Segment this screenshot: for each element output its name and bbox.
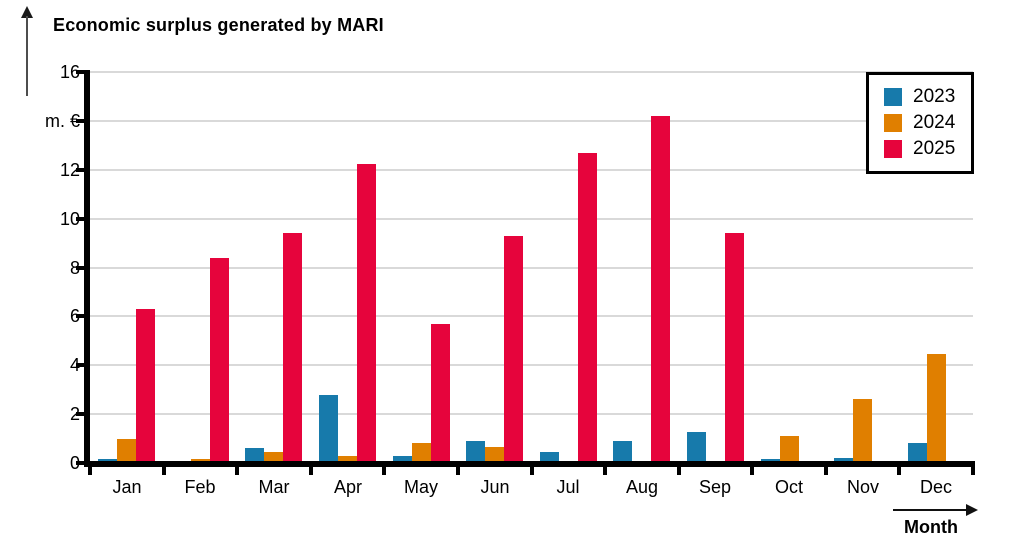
legend: 2023 2024 2025 bbox=[866, 72, 974, 174]
x-tick-label-Dec: Dec bbox=[919, 477, 952, 497]
bar-2025-Aug bbox=[651, 116, 670, 463]
bar-2025-Feb bbox=[210, 258, 229, 463]
bar-2024-May bbox=[412, 443, 431, 463]
x-tick-label-May: May bbox=[403, 477, 438, 497]
bar-2023-Aug bbox=[613, 441, 632, 463]
gridline-2 bbox=[90, 413, 973, 416]
x-tick-4 bbox=[382, 467, 386, 475]
x-axis-arrow-icon bbox=[966, 504, 978, 516]
x-tick-label-Aug: Aug bbox=[625, 477, 659, 497]
bar-2025-Jan bbox=[136, 309, 155, 463]
bar-2023-May bbox=[393, 456, 412, 463]
x-axis-line bbox=[84, 461, 975, 467]
x-axis-arrow-shaft bbox=[893, 509, 968, 511]
y-tick-4 bbox=[76, 363, 85, 368]
bar-2023-Mar bbox=[245, 448, 264, 463]
bar-2025-Mar bbox=[283, 233, 302, 463]
x-tick-label-Apr: Apr bbox=[333, 477, 362, 497]
y-tick-12 bbox=[76, 167, 85, 172]
bar-2023-Dec bbox=[908, 443, 927, 463]
y-axis-arrow-icon bbox=[21, 6, 33, 18]
bar-2024-Apr bbox=[338, 456, 357, 463]
x-tick-2 bbox=[235, 467, 239, 475]
y-tick-label-8: 8 bbox=[69, 257, 80, 278]
bar-2024-Jan bbox=[117, 439, 136, 463]
bar-2025-May bbox=[431, 324, 450, 463]
y-tick-label-10: 10 bbox=[59, 208, 80, 229]
bar-2025-Apr bbox=[357, 164, 376, 463]
gridline-8 bbox=[90, 266, 973, 269]
bar-2023-Jun bbox=[466, 441, 485, 463]
bar-2023-Apr bbox=[319, 395, 338, 463]
x-tick-label-Feb: Feb bbox=[184, 477, 216, 497]
x-tick-label-Oct: Oct bbox=[774, 477, 803, 497]
legend-item-2023: 2023 bbox=[884, 84, 971, 110]
x-tick-7 bbox=[603, 467, 607, 475]
gridline-12 bbox=[90, 168, 973, 171]
x-axis-title: Month bbox=[904, 517, 958, 537]
y-tick-0 bbox=[76, 461, 85, 465]
plot-area bbox=[90, 71, 973, 463]
x-tick-8 bbox=[677, 467, 681, 475]
y-axis-arrow-shaft bbox=[26, 16, 28, 96]
bar-2023-Jul bbox=[540, 452, 559, 463]
chart-title: Economic surplus generated by MARI bbox=[53, 15, 384, 35]
x-tick-11 bbox=[897, 467, 901, 475]
gridline-16 bbox=[90, 71, 973, 73]
x-tick-label-Sep: Sep bbox=[698, 477, 732, 497]
bar-2024-Nov bbox=[853, 399, 872, 463]
x-tick-1 bbox=[162, 467, 166, 475]
x-tick-9 bbox=[750, 467, 754, 475]
legend-label-2024: 2024 bbox=[913, 112, 956, 133]
y-tick-label-12: 12 bbox=[59, 159, 80, 180]
x-tick-6 bbox=[530, 467, 534, 475]
y-tick-label-6: 6 bbox=[69, 306, 80, 327]
legend-item-2024: 2024 bbox=[884, 110, 971, 136]
gridline-6 bbox=[90, 315, 973, 318]
gridline-14 bbox=[90, 119, 973, 122]
legend-swatch-2024 bbox=[884, 114, 902, 132]
bar-2023-Nov bbox=[834, 458, 853, 463]
legend-swatch-2023 bbox=[884, 88, 902, 106]
x-tick-label-Jul: Jul bbox=[556, 477, 580, 497]
bar-2024-Dec bbox=[927, 354, 946, 463]
y-tick-8 bbox=[76, 265, 85, 270]
y-axis-line bbox=[84, 70, 90, 467]
y-tick-2 bbox=[76, 412, 85, 417]
bar-2025-Jul bbox=[578, 153, 597, 463]
legend-label-2023: 2023 bbox=[913, 86, 956, 107]
x-tick-12 bbox=[971, 467, 975, 475]
gridline-10 bbox=[90, 217, 973, 220]
y-tick-10 bbox=[76, 216, 85, 221]
y-tick-16 bbox=[76, 70, 85, 74]
y-tick-label-0: 0 bbox=[69, 453, 80, 473]
bar-2024-Oct bbox=[780, 436, 799, 463]
y-unit-label: m. € bbox=[44, 110, 80, 131]
legend-label-2025: 2025 bbox=[913, 138, 956, 159]
bar-2023-Sep bbox=[687, 432, 706, 463]
y-tick-label-4: 4 bbox=[69, 355, 80, 376]
y-tick-14 bbox=[76, 118, 85, 123]
legend-swatch-2025 bbox=[884, 140, 902, 158]
y-tick-label-2: 2 bbox=[69, 404, 80, 425]
x-tick-label-Nov: Nov bbox=[846, 477, 879, 497]
x-tick-label-Mar: Mar bbox=[258, 477, 290, 497]
bar-2025-Sep bbox=[725, 233, 744, 463]
bar-2025-Jun bbox=[504, 236, 523, 463]
x-tick-3 bbox=[309, 467, 313, 475]
x-tick-label-Jun: Jun bbox=[480, 477, 510, 497]
x-tick-5 bbox=[456, 467, 460, 475]
bar-2024-Jun bbox=[485, 447, 504, 463]
gridline-4 bbox=[90, 364, 973, 367]
y-tick-label-16: 16 bbox=[59, 62, 80, 82]
x-tick-10 bbox=[824, 467, 828, 475]
legend-item-2025: 2025 bbox=[884, 136, 971, 162]
x-tick-0 bbox=[88, 467, 92, 475]
bar-2024-Mar bbox=[264, 452, 283, 463]
x-tick-label-Jan: Jan bbox=[112, 477, 142, 497]
y-tick-6 bbox=[76, 314, 85, 319]
